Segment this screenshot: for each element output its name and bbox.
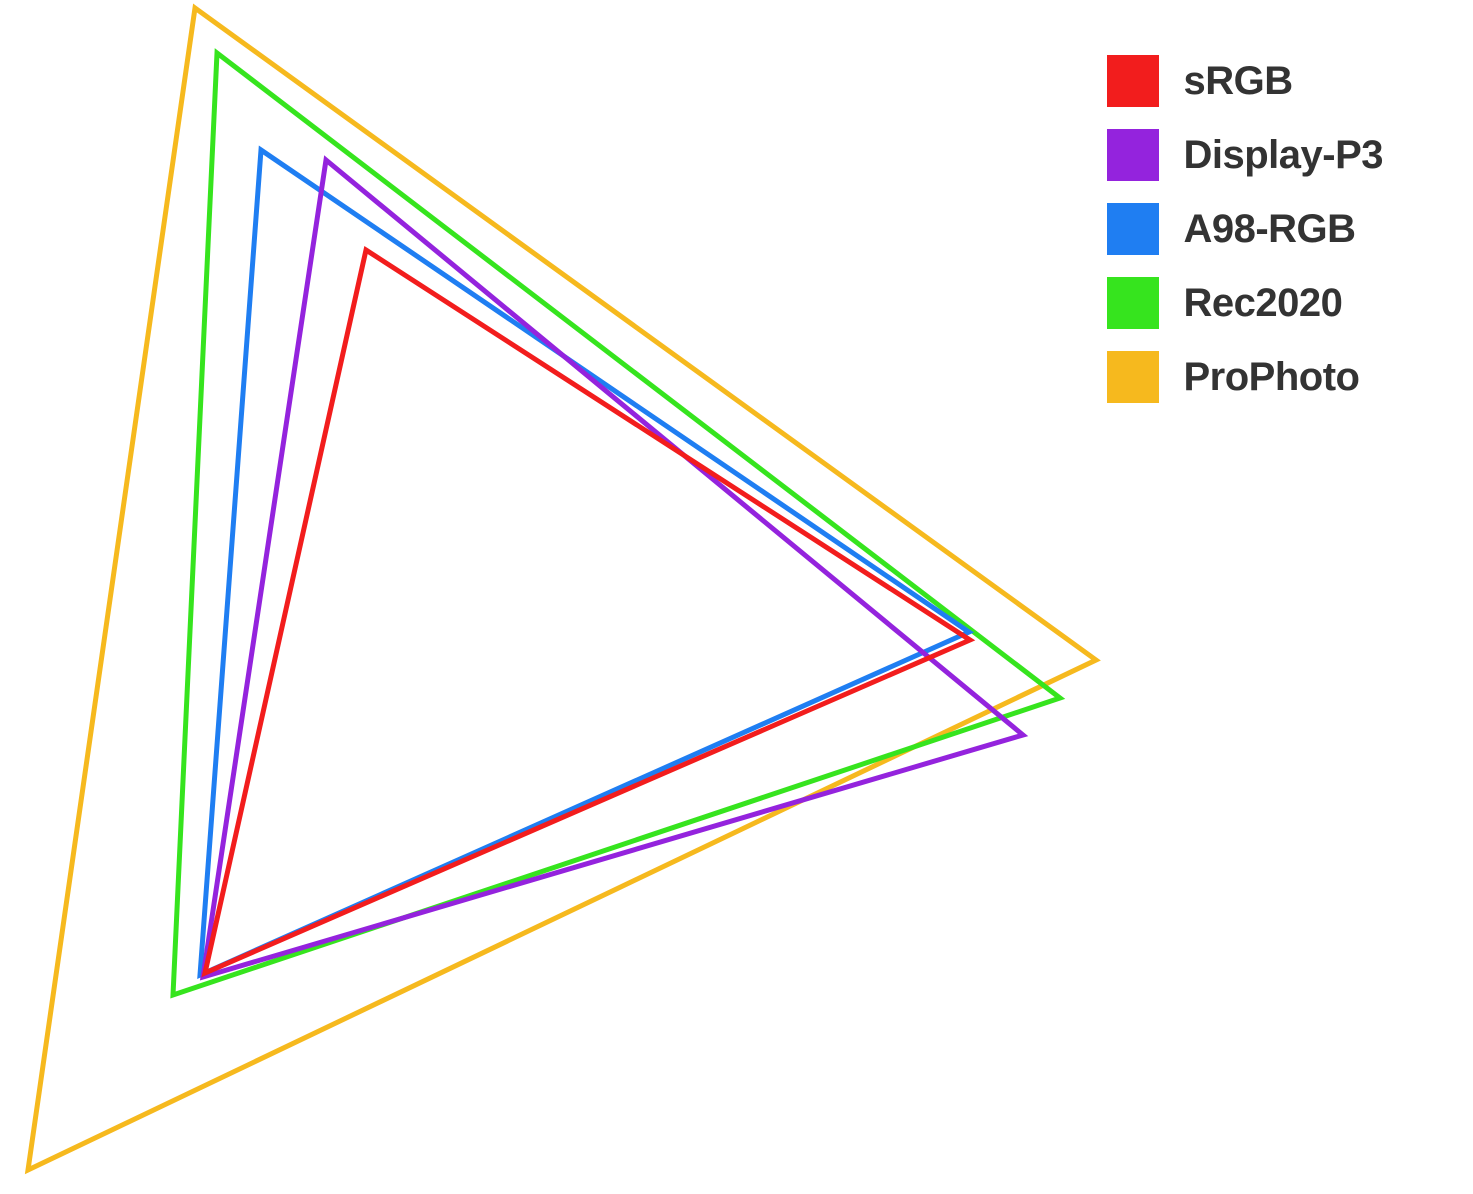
legend: sRGB Display-P3 A98-RGB Rec2020 ProPhoto bbox=[1107, 55, 1383, 403]
legend-swatch-prophoto bbox=[1107, 351, 1159, 403]
legend-swatch-displayp3 bbox=[1107, 129, 1159, 181]
legend-item-a98rgb: A98-RGB bbox=[1107, 203, 1383, 255]
legend-label-srgb: sRGB bbox=[1183, 59, 1292, 104]
legend-item-prophoto: ProPhoto bbox=[1107, 351, 1383, 403]
gamut-triangles bbox=[28, 8, 1096, 1170]
legend-swatch-a98rgb bbox=[1107, 203, 1159, 255]
legend-label-displayp3: Display-P3 bbox=[1183, 133, 1383, 178]
legend-label-prophoto: ProPhoto bbox=[1183, 355, 1359, 400]
legend-label-rec2020: Rec2020 bbox=[1183, 281, 1342, 326]
legend-label-a98rgb: A98-RGB bbox=[1183, 207, 1355, 252]
legend-swatch-srgb bbox=[1107, 55, 1159, 107]
legend-swatch-rec2020 bbox=[1107, 277, 1159, 329]
gamut-triangle-prophoto bbox=[28, 8, 1096, 1170]
gamut-triangle-displayp3 bbox=[203, 160, 1023, 977]
legend-item-rec2020: Rec2020 bbox=[1107, 277, 1383, 329]
legend-item-srgb: sRGB bbox=[1107, 55, 1383, 107]
legend-item-displayp3: Display-P3 bbox=[1107, 129, 1383, 181]
